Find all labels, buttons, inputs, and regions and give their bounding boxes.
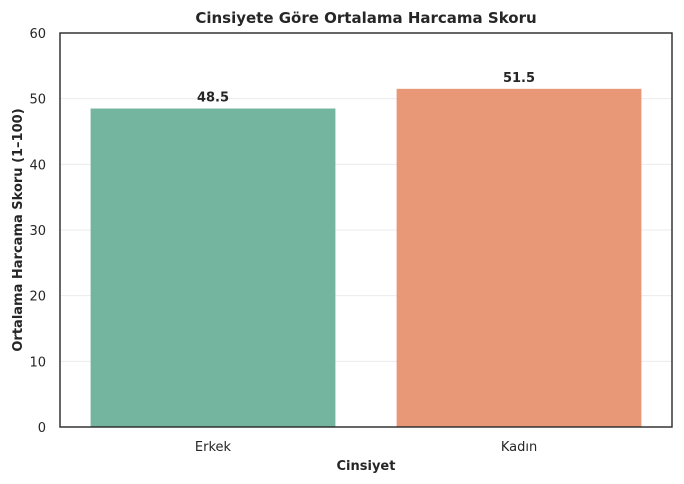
y-tick-label: 40 bbox=[29, 158, 46, 173]
data-label: 48.5 bbox=[197, 91, 229, 106]
x-tick-labels: Erkek Kadın bbox=[195, 440, 537, 455]
data-labels: 48.5 51.5 bbox=[197, 71, 535, 106]
y-axis-label: Ortalama Harcama Skoru (1–100) bbox=[11, 108, 26, 351]
x-axis-label: Cinsiyet bbox=[337, 459, 396, 474]
data-label: 51.5 bbox=[503, 71, 535, 86]
y-tick-label: 50 bbox=[29, 93, 46, 108]
y-tick-label: 10 bbox=[29, 355, 46, 370]
x-tick-label: Erkek bbox=[195, 440, 232, 455]
plot-frame bbox=[59, 32, 673, 428]
y-tick-label: 20 bbox=[29, 290, 46, 305]
x-tick-label: Kadın bbox=[501, 440, 537, 455]
bar-kadin bbox=[396, 88, 642, 428]
y-tick-label: 0 bbox=[38, 421, 46, 436]
bar-erkek bbox=[90, 108, 336, 428]
y-tick-label: 60 bbox=[29, 27, 46, 42]
y-tick-label: 30 bbox=[29, 224, 46, 239]
y-tick-labels: 0 10 20 30 40 50 60 bbox=[29, 27, 46, 436]
bars bbox=[90, 88, 642, 428]
chart-title: Cinsiyete Göre Ortalama Harcama Skoru bbox=[195, 9, 536, 27]
